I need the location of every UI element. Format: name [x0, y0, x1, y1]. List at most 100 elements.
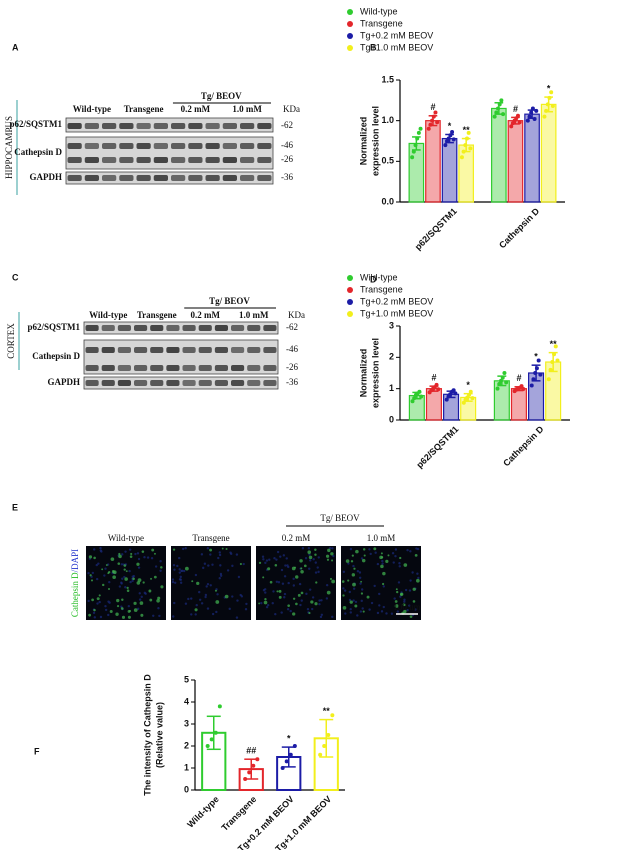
nucleus [121, 553, 124, 556]
band [231, 380, 245, 386]
stain-dot [349, 600, 353, 604]
stain-dot [160, 566, 163, 569]
stain-dot [414, 553, 418, 557]
data-point [410, 155, 415, 160]
data-point [515, 113, 520, 118]
stain-dot [121, 598, 124, 601]
band [67, 143, 82, 149]
y-tick-label: 3 [184, 718, 189, 728]
nucleus [93, 548, 96, 551]
legend-label: Transgene [360, 18, 403, 28]
region-label: CORTEX [6, 323, 16, 359]
nucleus [320, 613, 324, 616]
nucleus [265, 559, 269, 562]
data-point [213, 730, 218, 735]
band [182, 365, 196, 371]
stain-dot [366, 595, 370, 599]
stain-dot [360, 592, 364, 595]
stain-dot [315, 581, 318, 584]
band [101, 347, 115, 353]
stain-dot [300, 567, 303, 570]
nucleus [311, 596, 315, 599]
kda-marker: -46 [286, 344, 298, 354]
nucleus [385, 612, 388, 615]
nucleus [275, 580, 279, 584]
significance: # [513, 104, 518, 114]
data-point [533, 371, 538, 375]
data-point [322, 744, 327, 748]
nucleus [178, 556, 181, 560]
nucleus [308, 567, 311, 570]
nucleus [272, 590, 275, 593]
stain-dot [326, 590, 331, 595]
western-blot: CORTEX Wild-type Transgene 0.2 mM 1.0 mM Tg/ … [6, 296, 305, 390]
nucleus [411, 571, 414, 574]
stain-dot [89, 574, 92, 577]
nucleus [409, 550, 412, 553]
nucleus [178, 568, 181, 571]
stain-dot [110, 557, 115, 561]
data-point [255, 757, 260, 762]
row-label: p62/SQSTM1 [9, 119, 62, 129]
data-point [243, 777, 248, 781]
nucleus [289, 609, 292, 613]
nucleus [90, 575, 93, 579]
bar [491, 107, 507, 203]
band [247, 325, 261, 331]
nucleus [277, 580, 281, 584]
nucleus [137, 557, 141, 561]
band [257, 175, 272, 181]
nucleus [124, 586, 127, 589]
data-point [430, 118, 435, 123]
nucleus [393, 597, 396, 600]
stain-dot [402, 603, 406, 607]
nucleus [173, 601, 176, 605]
nucleus [103, 574, 106, 577]
band [134, 347, 148, 353]
stain-dot [107, 587, 111, 591]
nucleus [194, 573, 198, 577]
band [205, 157, 220, 163]
legend-swatch [347, 9, 353, 15]
nucleus [318, 599, 321, 602]
stain-dot [267, 567, 271, 571]
data-point [433, 110, 438, 115]
nucleus [390, 612, 394, 615]
band [263, 325, 277, 331]
stain-label: Cathepsin D/DAPI [70, 549, 80, 617]
band [240, 175, 255, 181]
significance: ** [463, 125, 471, 135]
nucleus [392, 561, 395, 564]
nucleus [332, 554, 335, 558]
nucleus [262, 558, 265, 561]
band [198, 380, 212, 386]
data-point [459, 155, 464, 160]
data-point [426, 126, 431, 131]
data-point [251, 763, 256, 768]
nucleus [370, 601, 374, 605]
data-point [470, 396, 475, 401]
data-point [517, 120, 522, 125]
nucleus [373, 584, 376, 588]
bar [458, 144, 474, 203]
stain-dot [269, 580, 273, 584]
nucleus [314, 561, 317, 564]
nucleus [360, 557, 364, 560]
row-label: p62/SQSTM1 [27, 322, 80, 332]
nucleus [146, 556, 150, 559]
row-label: GAPDH [30, 172, 63, 182]
nucleus [242, 562, 245, 566]
data-point [418, 126, 423, 131]
data-point [495, 386, 500, 391]
group-label: 1.0 mM [367, 533, 396, 543]
nucleus [87, 599, 90, 603]
y-tick-label: 2 [184, 740, 189, 750]
nucleus [207, 564, 210, 567]
nucleus [403, 598, 406, 601]
stain-dot [101, 568, 104, 571]
treatment-label: Tg/ BEOV [209, 296, 250, 306]
significance: ** [323, 706, 331, 716]
stain-dot [123, 568, 126, 571]
unit-label: KDa [283, 104, 300, 114]
data-point [434, 382, 439, 387]
